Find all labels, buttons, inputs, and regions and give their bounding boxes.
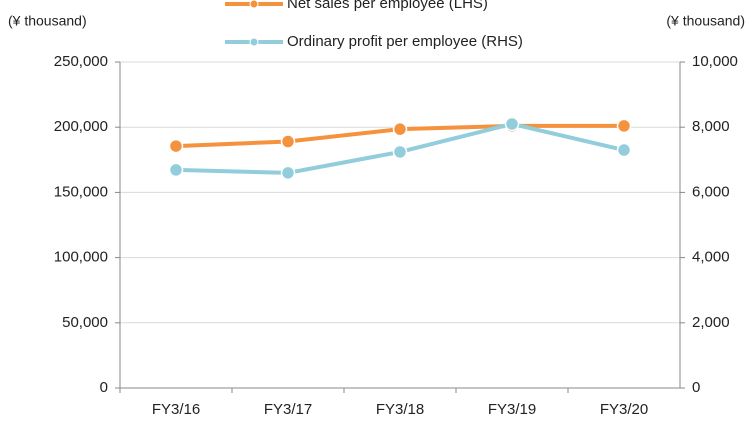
y-tick-label: 50,000 bbox=[62, 314, 108, 331]
point bbox=[616, 118, 632, 134]
y2-tick-label: 8,000 bbox=[692, 118, 730, 135]
point bbox=[168, 162, 184, 178]
y-tick-label: 200,000 bbox=[54, 118, 108, 135]
y-axis-label: (¥ thousand) bbox=[8, 13, 87, 29]
point bbox=[504, 116, 520, 132]
y-tick-label: 0 bbox=[100, 379, 108, 396]
legend-label: Ordinary profit per employee (RHS) bbox=[287, 33, 523, 50]
x-tick-label: FY3/19 bbox=[488, 401, 536, 418]
point bbox=[392, 144, 408, 160]
y2-tick-label: 2,000 bbox=[692, 314, 730, 331]
point bbox=[168, 138, 184, 154]
point bbox=[280, 134, 296, 149]
legend-marker bbox=[249, 0, 259, 9]
x-tick-label: FY3/18 bbox=[376, 401, 424, 418]
y2-axis-label: (¥ thousand) bbox=[666, 13, 745, 29]
y2-tick-label: 10,000 bbox=[692, 53, 738, 70]
y-tick-label: 250,000 bbox=[54, 53, 108, 70]
point bbox=[616, 142, 632, 158]
x-tick-label: FY3/20 bbox=[600, 401, 648, 418]
x-tick-label: FY3/16 bbox=[152, 401, 200, 418]
legend-marker bbox=[249, 37, 259, 47]
point bbox=[392, 121, 408, 137]
y2-tick-label: 4,000 bbox=[692, 249, 730, 266]
point bbox=[280, 165, 296, 181]
x-tick-label: FY3/17 bbox=[264, 401, 312, 418]
y2-tick-label: 0 bbox=[692, 379, 700, 396]
y2-tick-label: 6,000 bbox=[692, 183, 730, 200]
y-tick-label: 100,000 bbox=[54, 249, 108, 266]
y-tick-label: 150,000 bbox=[54, 183, 108, 200]
legend-label: Net sales per employee (LHS) bbox=[287, 0, 488, 12]
